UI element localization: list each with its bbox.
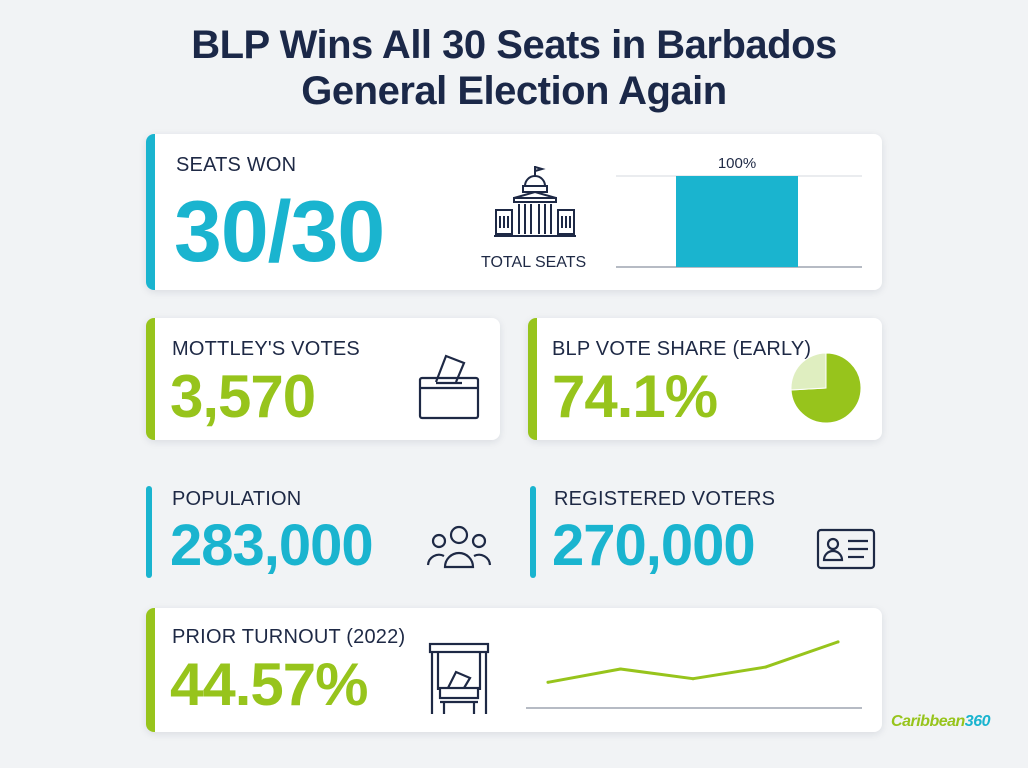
page-title: BLP Wins All 30 Seats in Barbados Genera… [0,22,1028,114]
population-label: POPULATION [172,488,302,510]
turnout-point [691,677,695,681]
total-seats-caption: TOTAL SEATS [481,254,587,271]
registered-accent-bar [530,486,536,578]
turnout-point [619,667,622,671]
page-title-line-2: General Election Again [301,69,727,113]
registered-voters-value: 270,000 [552,513,756,578]
mottley-accent-bar [146,318,155,440]
ballot-box-icon [418,354,480,420]
population-accent-bar [146,486,152,578]
voting-booth-icon [428,642,490,714]
vote-share-accent-bar [528,318,537,440]
people-group-icon [426,525,492,569]
vote-share-value: 74.1% [552,363,718,430]
turnout-accent-bar [146,608,155,732]
turnout-point [764,665,767,669]
pie-slice-blp [790,352,862,424]
seats-won-card: SEATS WON 30/30 TOTAL SEATS 100% [146,134,882,290]
population-value: 283,000 [170,513,374,578]
seats-accent-bar [146,134,155,290]
brand-logo: Caribbean360 [891,713,990,731]
seats-bar-chart: 100% [616,155,862,268]
registered-voters-label: REGISTERED VOTERS [554,488,776,510]
brand-logo-part-1: Caribbean [891,713,965,730]
mottley-votes-value: 3,570 [170,363,316,430]
vote-share-pie-chart [790,352,862,424]
turnout-series-line [546,640,840,684]
turnout-label: PRIOR TURNOUT (2022) [172,626,406,648]
seats-bar [676,176,798,267]
page-title-line-1: BLP Wins All 30 Seats in Barbados [191,23,837,67]
turnout-point [546,680,550,684]
turnout-point [836,640,840,644]
pie-slice-other [790,352,827,391]
vote-share-label: BLP VOTE SHARE (EARLY) [552,338,812,360]
vote-share-card: BLP VOTE SHARE (EARLY) 74.1% [528,318,882,440]
brand-logo-part-2: 360 [964,713,991,730]
seats-won-value: 30/30 [174,184,385,280]
turnout-card: PRIOR TURNOUT (2022) 44.57% [146,608,882,732]
mottley-votes-card: MOTTLEY'S VOTES 3,570 [146,318,500,440]
parliament-building-icon [494,166,576,237]
mottley-votes-label: MOTTLEY'S VOTES [172,338,360,360]
seats-bar-data-label: 100% [718,155,756,172]
turnout-value: 44.57% [170,651,368,718]
seats-won-label: SEATS WON [176,154,297,176]
id-card-icon [816,528,876,570]
turnout-line-chart [526,640,862,709]
